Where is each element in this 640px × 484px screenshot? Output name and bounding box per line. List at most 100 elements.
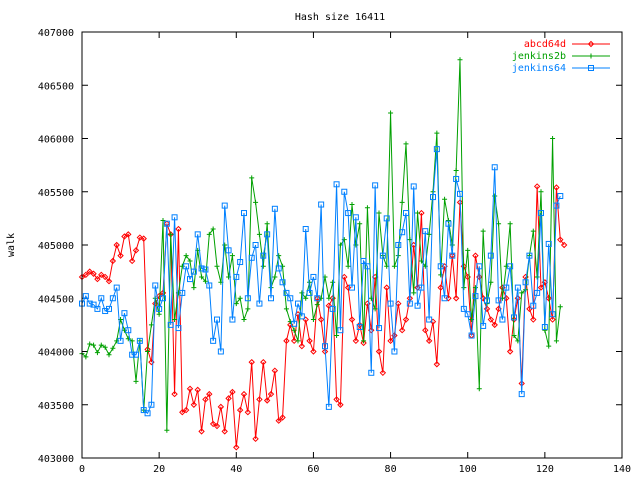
data-point [140,407,147,414]
data-point [484,297,490,304]
data-point [403,210,409,217]
data-point [90,270,97,277]
data-point [91,342,97,348]
data-point [329,305,336,312]
data-point [333,396,340,403]
data-point [307,279,313,285]
data-point [164,427,170,433]
data-point [190,268,197,275]
data-point [349,202,355,208]
data-point [168,231,174,237]
data-point [557,193,564,200]
data-point [530,316,537,323]
data-point [221,202,228,209]
data-point [132,247,140,254]
data-point [291,320,298,327]
data-point [457,57,463,63]
data-point [222,242,228,248]
data-point [495,297,502,304]
data-point [252,242,259,248]
data-point [438,272,444,278]
data-point [310,348,317,355]
data-point [113,241,120,249]
data-point [271,367,279,374]
data-point [534,289,541,296]
data-point [391,263,397,269]
data-point [133,351,139,358]
data-point [272,274,278,280]
data-point [276,253,282,259]
data-point [136,234,144,241]
y-axis-label: walk [6,233,17,257]
data-point [480,322,487,329]
data-point [90,301,97,308]
data-point [499,316,506,323]
data-point [341,273,348,281]
data-point [349,284,355,291]
data-point [202,396,209,403]
data-point [522,279,529,286]
data-point [511,333,517,339]
data-point [245,306,251,312]
data-point [425,337,433,345]
data-point [333,181,340,188]
data-point [317,316,325,323]
data-point [514,284,521,291]
data-point [546,343,552,349]
data-point [190,401,198,408]
data-point [345,263,351,269]
data-point [337,327,344,334]
data-point [538,210,544,217]
data-point [214,316,220,323]
data-point [256,396,263,403]
data-point [83,354,89,360]
data-point [121,310,128,317]
data-point [271,205,278,212]
data-point [94,305,101,312]
data-point [183,263,190,270]
data-point [518,391,525,398]
data-point [128,257,136,265]
data-point [303,295,309,301]
data-point [129,338,135,344]
data-point [461,285,467,291]
data-point [379,252,386,259]
data-point [352,214,359,221]
data-point [94,350,100,356]
data-point [383,215,390,222]
data-point [140,235,147,242]
data-point [241,210,247,217]
data-point [402,316,410,323]
data-point [275,417,282,424]
data-point [295,338,301,344]
data-point [237,259,244,266]
data-point [487,316,495,323]
data-point [460,305,467,312]
data-point [179,289,186,296]
data-point [233,444,240,451]
data-point [364,205,370,211]
data-point [411,290,417,296]
data-point [464,311,471,318]
data-point [472,293,479,300]
data-point [375,348,383,355]
data-point [225,247,232,254]
x-tick-label: 20 [153,464,165,475]
data-point [194,386,201,394]
data-point [217,348,224,355]
data-point [506,348,514,355]
data-point [476,386,482,392]
data-point [175,325,182,332]
data-point [144,410,151,417]
data-point [260,263,266,269]
data-point [217,403,225,411]
data-point [299,290,305,296]
data-point [210,226,216,232]
data-point [542,327,548,333]
data-point [213,422,221,430]
data-point [361,338,367,344]
data-point [449,252,456,259]
data-point [233,301,239,307]
data-point [453,175,460,182]
data-point [310,273,317,280]
